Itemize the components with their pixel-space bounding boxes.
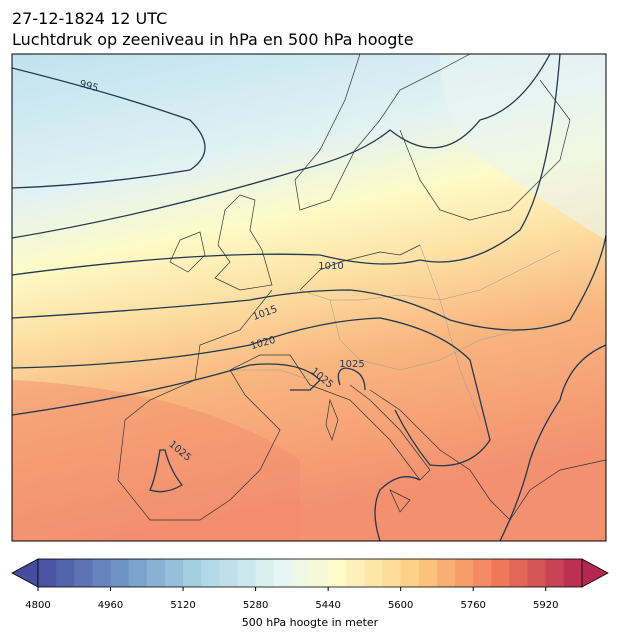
colorbar-box: [74, 559, 93, 587]
isobar: [12, 67, 206, 189]
colorbar-box: [273, 559, 293, 587]
colorbar-box: [128, 559, 148, 587]
colorbar-extend-high: [581, 558, 609, 588]
colorbar-box: [219, 559, 238, 587]
colorbar-box: [146, 559, 166, 587]
coast: [399, 79, 571, 221]
colorbar-label: 500 hPa hoogte in meter: [242, 616, 379, 629]
colorbar-tick-label: 5120: [170, 600, 195, 611]
isobar: [12, 234, 606, 331]
colorbar: 4800 4960 5120 5280 5440 5600 5760 5920 500 hPa …: [11, 558, 609, 629]
borders: [230, 244, 561, 421]
border: [230, 244, 481, 421]
border: [329, 299, 521, 371]
colorbar-tick-label: 5280: [243, 600, 268, 611]
colorbar-box: [563, 559, 583, 587]
border: [299, 249, 561, 301]
coast: [325, 398, 411, 513]
isobars: [12, 54, 606, 541]
colorbar-box: [418, 559, 438, 587]
colorbar-box: [491, 559, 510, 587]
colorbar-box: [164, 559, 184, 587]
colorbar-tick-label: 5600: [388, 600, 413, 611]
field-patch: [12, 380, 300, 541]
map-frame: [11, 53, 607, 542]
colorbar-extend-low: [11, 558, 39, 588]
colorbar-box: [56, 559, 75, 587]
colorbar-box: [255, 559, 275, 587]
colorbar-box: [310, 559, 329, 587]
coast: [299, 244, 421, 291]
isobar: [149, 449, 183, 493]
coast: [214, 194, 273, 291]
colorbar-box: [545, 559, 565, 587]
colorbar-box: [509, 559, 529, 587]
isobar: [12, 54, 561, 276]
colorbar-box: [400, 559, 420, 587]
colorbar-box: [183, 559, 202, 587]
isobar: [12, 54, 551, 239]
isobar: [499, 344, 606, 541]
title: 27-12-1824 12 UTC: [12, 9, 167, 28]
coast: [294, 54, 471, 211]
colorbar-frame: [37, 558, 583, 588]
field-patch: [440, 54, 606, 240]
coast: [117, 289, 311, 521]
colorbar-box: [473, 559, 492, 587]
colorbar-box: [328, 559, 347, 587]
isobar: [374, 476, 421, 541]
colorbar-box: [382, 559, 402, 587]
colorbar-tick-label: 5920: [533, 600, 558, 611]
colorbar-box: [455, 559, 474, 587]
colorbar-box: [364, 559, 384, 587]
isobar: [12, 363, 366, 416]
colorbar-box: [436, 559, 456, 587]
isobar: [12, 317, 491, 467]
coastlines: [117, 54, 606, 521]
colorbar-box: [110, 559, 130, 587]
colorbar-tick-label: 5760: [460, 600, 485, 611]
colorbar-box: [237, 559, 257, 587]
subtitle: Luchtdruk op zeeniveau in hPa en 500 hPa…: [12, 30, 414, 49]
coast: [309, 384, 431, 481]
contour-label: 1025: [339, 359, 364, 370]
colorbar-tick-label: 5440: [315, 600, 340, 611]
colorbar-box: [92, 559, 112, 587]
colorbar-box: [201, 559, 220, 587]
contour-label: 1010: [318, 261, 343, 272]
colorbar-box: [291, 559, 311, 587]
colorbar-box: [38, 559, 57, 587]
coast: [369, 389, 606, 521]
contour-label: 995: [78, 79, 99, 95]
colorbar-tick-label: 4960: [98, 600, 123, 611]
colorbar-tick-label: 4800: [25, 600, 50, 611]
colorbar-box: [346, 559, 365, 587]
colorbar-box: [527, 559, 547, 587]
